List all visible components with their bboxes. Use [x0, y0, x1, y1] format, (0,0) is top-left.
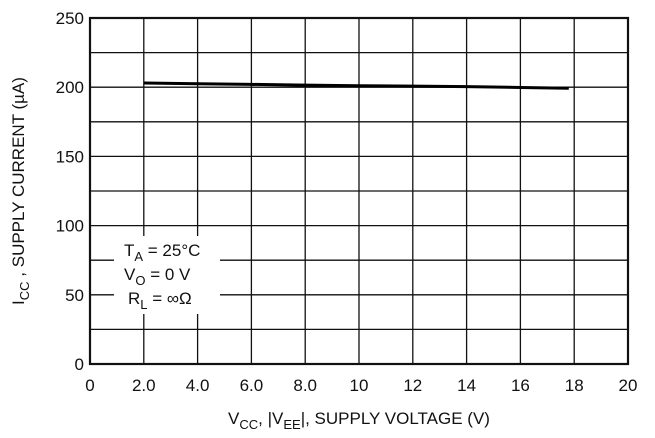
plot-frame — [88, 16, 630, 366]
x-tick-label: 0 — [85, 376, 94, 395]
annotation-line: TA = 25°C — [124, 241, 200, 264]
annotation-background — [114, 236, 220, 314]
x-axis-label: VCC, |VEE|, SUPPLY VOLTAGE (V) — [228, 409, 490, 432]
y-tick-labels: 0 50 100 150 200 250 — [56, 9, 84, 374]
x-tick-label: 18 — [565, 376, 584, 395]
annotation-line: RL = ∞Ω — [128, 289, 192, 312]
x-tick-label: 14 — [457, 376, 476, 395]
y-tick-label: 150 — [56, 147, 84, 166]
x-tick-label: 8.0 — [293, 376, 317, 395]
y-tick-label: 50 — [65, 286, 84, 305]
x-label-sub1: CC — [239, 417, 258, 432]
x-tick-label: 12 — [403, 376, 422, 395]
x-label-main: V — [228, 409, 240, 428]
annotation-line: VO = 0 V — [124, 265, 191, 288]
x-tick-label: 4.0 — [186, 376, 210, 395]
x-tick-label: 16 — [511, 376, 530, 395]
annotation-subscript: O — [135, 273, 145, 288]
y-label-main: I — [9, 300, 28, 305]
annotation-symbol: V — [124, 265, 136, 284]
y-tick-label: 0 — [75, 355, 84, 374]
conditions-annotation: TA = 25°CVO = 0 VRL = ∞Ω — [114, 236, 220, 314]
y-label-sub: CC — [17, 281, 32, 300]
x-tick-labels: 0 2.0 4.0 6.0 8.0 10 12 14 16 18 20 — [85, 376, 637, 395]
annotation-symbol: R — [128, 289, 140, 308]
annotation-value: = 0 V — [145, 265, 191, 284]
y-tick-label: 100 — [56, 217, 84, 236]
y-label-tail: , SUPPLY CURRENT (µA) — [9, 77, 28, 281]
x-tick-label: 20 — [619, 376, 638, 395]
x-label-mid: , |V — [258, 409, 284, 428]
annotation-subscript: A — [134, 249, 143, 264]
annotation-value: = ∞Ω — [148, 289, 192, 308]
annotation-symbol: T — [124, 241, 134, 260]
annotation-subscript: L — [140, 297, 147, 312]
x-tick-label: 6.0 — [240, 376, 264, 395]
annotation-value: = 25°C — [143, 241, 200, 260]
y-tick-label: 250 — [56, 9, 84, 28]
x-label-sub2: EE — [283, 417, 301, 432]
series-layer — [143, 81, 569, 90]
x-label-tail: |, SUPPLY VOLTAGE (V) — [301, 409, 490, 428]
y-axis-label: ICC , SUPPLY CURRENT (µA) — [9, 77, 32, 305]
series-line — [143, 81, 569, 90]
y-tick-label: 200 — [56, 78, 84, 97]
x-tick-label: 2.0 — [132, 376, 156, 395]
x-tick-label: 10 — [350, 376, 369, 395]
